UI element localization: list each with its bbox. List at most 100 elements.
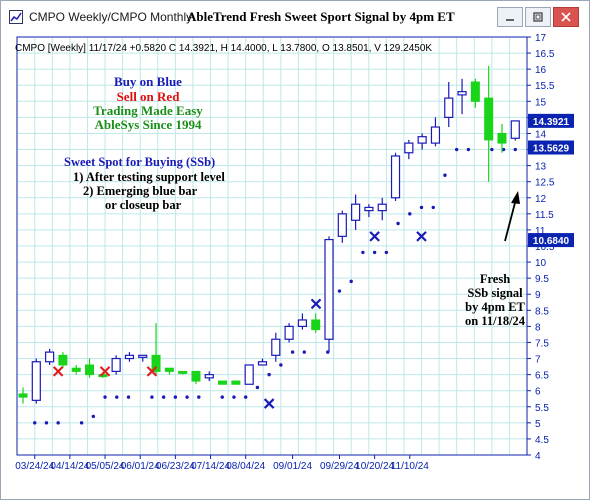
y-tick-label: 8.5 <box>535 306 549 317</box>
sweet-title: Sweet Spot for Buying (SSb) <box>64 155 215 169</box>
bar-body <box>351 203 361 221</box>
stop-dot <box>267 372 271 377</box>
x-tick-label: 09/29/24 <box>320 461 359 472</box>
bar-body <box>244 364 254 385</box>
y-tick-label: 4 <box>535 451 541 462</box>
y-tick-label: 15.5 <box>535 81 555 92</box>
bar-body <box>111 357 121 372</box>
bar-body <box>404 142 414 154</box>
x-tick-label: 06/01/24 <box>121 461 160 472</box>
stop-dot <box>419 205 424 210</box>
stop-dot <box>431 205 435 210</box>
y-tick-label: 13 <box>535 162 547 173</box>
close-icon <box>561 12 571 22</box>
stop-dot <box>33 421 37 425</box>
y-tick-label: 9 <box>535 290 541 301</box>
chart-background <box>13 33 579 493</box>
minimize-button[interactable] <box>497 7 523 27</box>
price-chart: 4 4.5 5 5.5 6 6.5 7 7.5 8 8.5 9 9.5 10 10.5 11 11.5 12 12… <box>13 33 579 493</box>
y-tick-label: 14 <box>535 129 547 140</box>
stop-dot <box>279 363 283 367</box>
y-tick-label: 10 <box>535 258 547 269</box>
fresh-line-3: by 4pm ET <box>465 300 525 314</box>
fresh-line-1: Fresh <box>480 272 510 286</box>
stop-dot <box>197 395 201 399</box>
stop-dot <box>91 414 96 419</box>
stop-dot <box>173 395 178 399</box>
price-tags: 14.3921 13.5629 10.6840 <box>528 113 574 248</box>
stop-dot <box>454 147 459 152</box>
buy-x-mark <box>416 231 427 242</box>
stop-dot <box>185 395 189 399</box>
legend-since: AbleSys Since 1994 <box>95 117 202 132</box>
price-bars <box>18 65 520 404</box>
bar-body <box>18 393 28 398</box>
x-tick-label: 11/10/24 <box>391 461 430 472</box>
maximize-icon <box>533 12 543 22</box>
bar-body <box>324 238 334 340</box>
sweet-line-1: 1) After testing support level <box>73 170 225 184</box>
price-tag-label: 14.3921 <box>533 117 570 128</box>
stop-dot <box>396 221 400 226</box>
quote-info: CMPO [Weekly] 11/17/24 +0.5820 C 14.3921… <box>15 43 432 54</box>
stop-dot <box>255 385 260 390</box>
price-tag-box <box>528 113 574 128</box>
bar-body <box>444 97 454 118</box>
stop-dot <box>490 147 494 152</box>
x-tick-label: 09/01/24 <box>273 461 312 472</box>
stop-dot <box>44 421 49 425</box>
legend-easy: Trading Made Easy <box>93 103 203 118</box>
y-tick-label: 11.5 <box>535 210 554 221</box>
stop-dot <box>501 147 506 152</box>
bar-body <box>191 370 201 382</box>
bar-body <box>85 364 95 376</box>
bar-body <box>151 354 161 372</box>
stop-dot <box>302 350 307 354</box>
title-bar: CMPO Weekly/CMPO Monthly AbleTrend Fresh… <box>1 1 589 33</box>
signal-arrow <box>504 191 520 242</box>
y-tick-label: 6.5 <box>535 371 549 382</box>
stop-dot <box>466 147 471 152</box>
stop-dot <box>243 395 248 399</box>
sell-x-mark <box>52 366 64 377</box>
bar-body <box>218 380 228 385</box>
app-icon <box>9 10 23 24</box>
stop-dot <box>220 395 224 399</box>
bar-body <box>58 354 68 366</box>
x-tick-label: 03/24/24 <box>15 461 54 472</box>
x-axis: 03/24/2404/14/2405/05/2406/01/2406/23/24… <box>15 455 429 472</box>
y-tick-label: 17 <box>535 33 547 44</box>
bar-body <box>457 91 467 96</box>
stop-dot <box>232 395 236 399</box>
maximize-button[interactable] <box>525 7 551 27</box>
stop-dot <box>443 173 447 177</box>
y-tick-label: 11 <box>535 226 546 237</box>
bar-body <box>231 380 241 385</box>
stop-dot <box>337 289 342 293</box>
bar-body <box>430 126 441 144</box>
bar-body <box>510 120 520 139</box>
bar-body <box>337 213 347 237</box>
window-title: CMPO Weekly/CMPO Monthly <box>29 10 193 24</box>
bar-body <box>204 374 214 379</box>
y-tick-label: 7 <box>535 355 541 366</box>
legend: Buy on Blue Sell on Red Trading Made Eas… <box>93 74 203 132</box>
y-tick-label: 9.5 <box>535 274 549 285</box>
buy-x-mark <box>310 298 322 310</box>
x-tick-label: 10/20/24 <box>355 461 394 472</box>
stop-dot <box>126 395 131 399</box>
buy-x-mark <box>263 398 275 409</box>
bar-body <box>364 206 374 212</box>
stop-dot <box>161 395 166 399</box>
stop-dot <box>408 212 412 216</box>
y-tick-label: 4.5 <box>535 435 549 446</box>
stop-dot <box>103 395 107 399</box>
bar-body <box>138 354 148 358</box>
bar-body <box>377 203 387 212</box>
close-button[interactable] <box>553 7 579 27</box>
stop-dot <box>115 395 119 399</box>
y-tick-label: 12.5 <box>535 178 555 189</box>
sell-x-mark <box>99 366 111 377</box>
y-tick-label: 10.5 <box>535 242 555 253</box>
